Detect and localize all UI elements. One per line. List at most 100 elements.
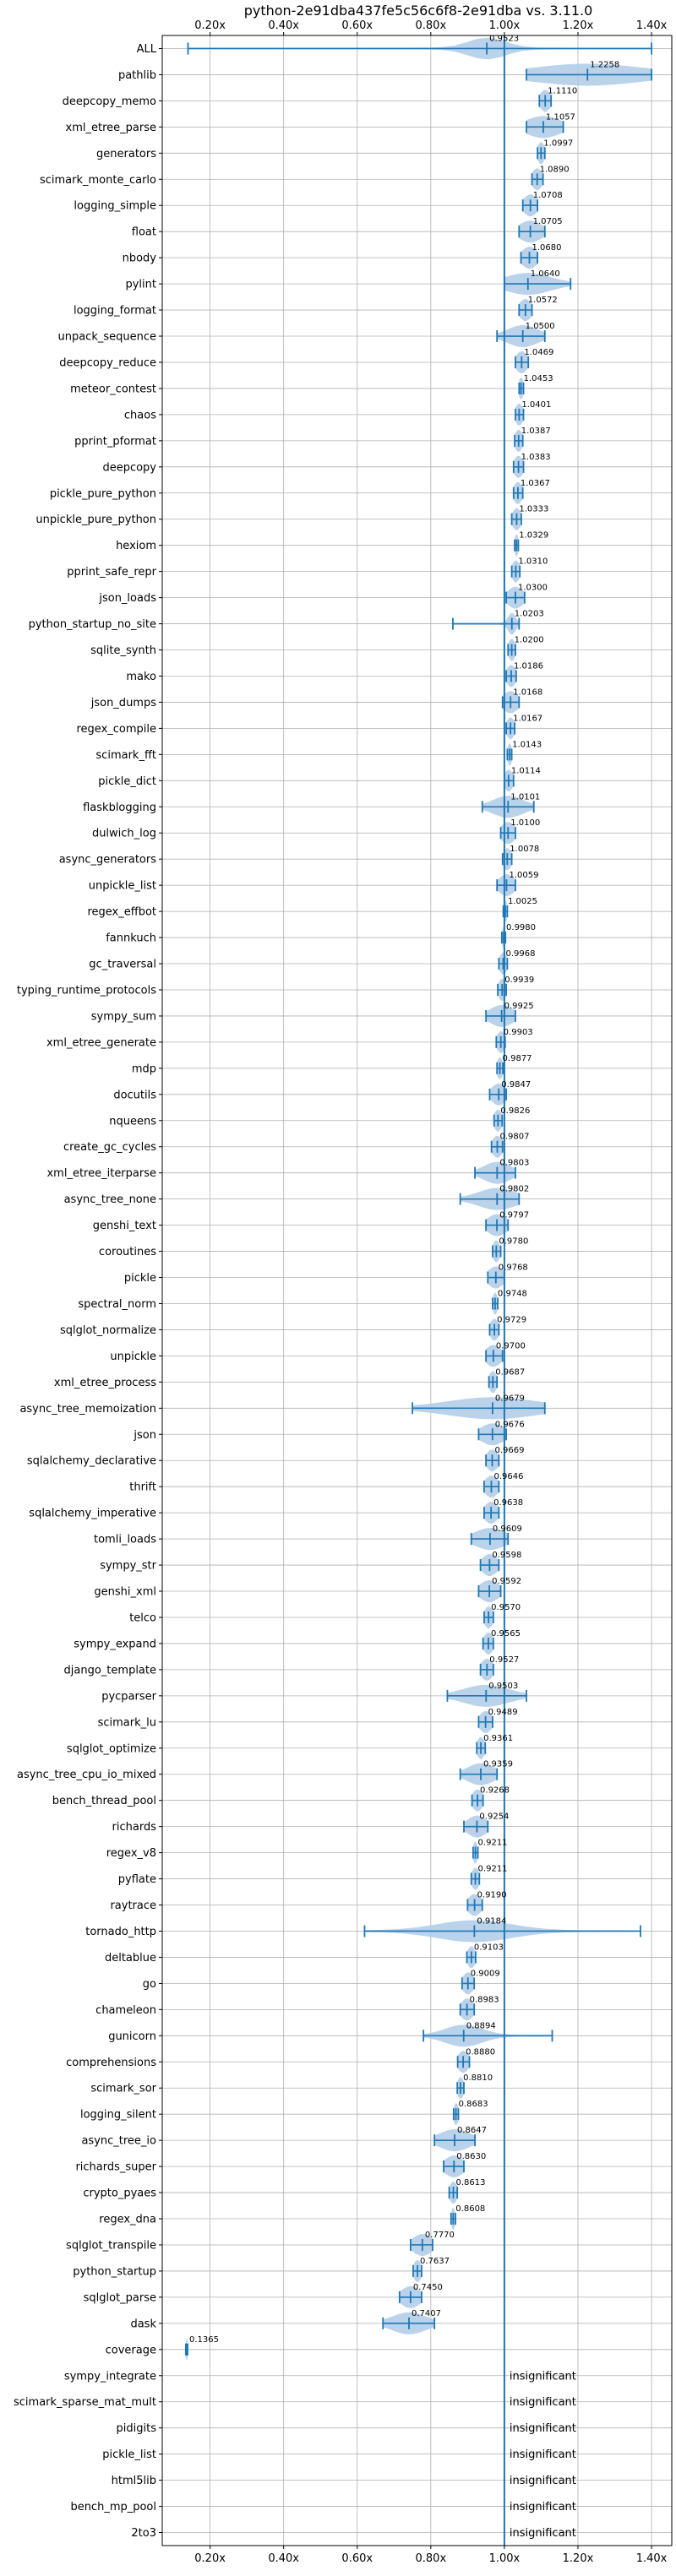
y-tick-label-sqlalchemy-imperative: sqlalchemy_imperative <box>29 1508 156 1520</box>
y-tick-label-pyflate: pyflate <box>118 1873 156 1886</box>
y-tick-label-async-generators: async_generators <box>59 854 157 867</box>
y-tick-label-xml-etree-process: xml_etree_process <box>54 1377 156 1389</box>
value-label-deepcopy-memo: 1.1110 <box>548 86 577 95</box>
y-tick-label-scimark-fft: scimark_fft <box>95 749 156 762</box>
y-tick-label-pathlib: pathlib <box>118 69 156 82</box>
y-tick-label-sqlglot-parse: sqlglot_parse <box>84 2291 156 2304</box>
y-tick-label-raytrace: raytrace <box>110 1899 156 1912</box>
y-tick-label-logging-format: logging_format <box>74 305 156 318</box>
y-tick-label-pickle-list: pickle_list <box>102 2448 156 2461</box>
y-tick-label-crypto-pyaes: crypto_pyaes <box>83 2187 156 2200</box>
y-tick-label-gc-traversal: gc_traversal <box>89 959 156 971</box>
value-label-json: 0.9676 <box>495 1420 525 1429</box>
x-tick-label-top: 0.80x <box>416 19 447 32</box>
y-tick-label-coverage: coverage <box>106 2344 156 2356</box>
y-tick-label-deepcopy: deepcopy <box>102 461 156 474</box>
y-tick-label-html5lib: html5lib <box>112 2475 156 2487</box>
y-tick-label-pidigits: pidigits <box>117 2422 157 2435</box>
value-label-coverage: 0.1365 <box>189 2335 219 2345</box>
value-label-chameleon: 0.8983 <box>470 1995 499 2004</box>
value-label-scimark-lu: 0.9489 <box>488 1708 518 1717</box>
value-label-json-dumps: 1.0168 <box>513 687 542 697</box>
value-label-thrift: 0.9646 <box>493 1472 523 1481</box>
y-tick-label-sympy-str: sympy_str <box>100 1560 156 1573</box>
y-tick-labels: ALL pathlib deepcopy_memo xml_etree_parsege… <box>14 43 162 2540</box>
y-tick-label-sympy-sum: sympy_sum <box>91 1010 156 1023</box>
value-label-async-tree-io: 0.8647 <box>457 2126 487 2135</box>
y-tick-label-docutils: docutils <box>113 1089 156 1101</box>
value-label-pathlib: 1.2258 <box>590 60 619 69</box>
value-label-sqlglot-parse: 0.7450 <box>413 2283 443 2292</box>
value-label-sympy-sum: 0.9925 <box>504 1002 534 1011</box>
value-label-pickle: 0.9768 <box>499 1264 528 1273</box>
value-label-gunicorn: 0.8894 <box>466 2021 496 2030</box>
value-label-tomli-loads: 0.9609 <box>493 1524 522 1534</box>
value-label-bench-thread-pool: 0.9268 <box>480 1786 510 1796</box>
value-label-tornado-http: 0.9184 <box>477 1916 506 1926</box>
y-tick-label-scimark-lu: scimark_lu <box>98 1716 156 1729</box>
y-tick-label-genshi-xml: genshi_xml <box>94 1586 156 1599</box>
insignificant-label-html5lib: insignificant <box>510 2475 576 2487</box>
value-label-logging-simple: 1.0708 <box>533 191 563 200</box>
y-tick-label-chaos: chaos <box>124 409 156 421</box>
y-tick-label-unpickle-list: unpickle_list <box>89 880 156 893</box>
value-label-pprint-pformat: 1.0387 <box>521 427 551 436</box>
x-tick-label-top: 1.40x <box>636 19 668 32</box>
insignificant-label-2to3: insignificant <box>510 2527 576 2540</box>
x-tick-label-bottom: 1.40x <box>636 2552 668 2565</box>
value-label-regex-v8: 0.9211 <box>478 1839 508 1848</box>
value-label-unpickle-pure-python: 1.0333 <box>519 505 548 514</box>
y-tick-label-scimark-sparse-mat-mult: scimark_sparse_mat_mult <box>14 2396 156 2409</box>
y-tick-label-async-tree-io: async_tree_io <box>81 2135 156 2148</box>
y-tick-label-json-loads: json_loads <box>98 592 156 605</box>
value-label-dulwich-log: 1.0100 <box>510 818 540 828</box>
y-tick-label-sqlglot-normalize: sqlglot_normalize <box>60 1324 156 1337</box>
value-label-sqlglot-transpile: 0.7770 <box>425 2231 455 2240</box>
insignificant-label-bench-mp-pool: insignificant <box>510 2501 576 2514</box>
y-tick-label-2to3: 2to3 <box>131 2527 156 2540</box>
y-tick-label-mako: mako <box>126 671 156 683</box>
x-tick-label-top: 0.20x <box>194 19 226 32</box>
y-tick-label-deepcopy-memo: deepcopy_memo <box>63 95 156 108</box>
y-tick-label-float: float <box>132 226 156 239</box>
y-tick-label-pickle: pickle <box>124 1272 156 1285</box>
value-label-docutils: 0.9847 <box>501 1080 531 1090</box>
value-label-sqlglot-normalize: 0.9729 <box>497 1315 526 1324</box>
value-label-chaos: 1.0401 <box>521 400 551 410</box>
value-label-xml-etree-iterparse: 0.9803 <box>499 1159 529 1168</box>
value-label-comprehensions: 0.8880 <box>466 2047 495 2057</box>
value-label-unpickle-list: 1.0059 <box>509 871 538 880</box>
y-tick-label-meteor-contest: meteor_contest <box>70 383 156 395</box>
value-label-dask: 0.7407 <box>412 2309 441 2318</box>
value-label-spectral-norm: 0.9748 <box>498 1289 527 1298</box>
y-tick-label-pickle-pure-python: pickle_pure_python <box>50 487 156 500</box>
y-tick-label-python-startup-no-site: python_startup_no_site <box>29 618 156 631</box>
value-label-richards: 0.9254 <box>479 1812 509 1822</box>
y-tick-label-richards-super: richards_super <box>75 2161 156 2174</box>
value-label-scimark-monte-carlo: 1.0890 <box>540 165 570 174</box>
value-label-python-startup-no-site: 1.0203 <box>515 610 544 619</box>
y-tick-label-deltablue: deltablue <box>105 1952 156 1965</box>
value-label-nqueens: 0.9826 <box>500 1106 530 1116</box>
x-tick-label-bottom: 0.20x <box>194 2552 226 2565</box>
y-tick-label-tomli-loads: tomli_loads <box>94 1534 156 1546</box>
value-label-async-tree-cpu-io-mixed: 0.9359 <box>483 1760 513 1769</box>
y-tick-label-regex-compile: regex_compile <box>76 723 156 736</box>
value-label-genshi-text: 0.9797 <box>499 1211 529 1220</box>
value-label-hexiom: 1.0329 <box>519 531 548 541</box>
value-labels: 0.9523 1.2258 1.1110 1.1057 1.0997 1.0890 1.07… <box>189 34 619 2540</box>
value-label-gc-traversal: 0.9968 <box>506 949 536 959</box>
value-label-async-tree-memoization: 0.9679 <box>495 1394 525 1403</box>
value-label-sqlite-synth: 1.0200 <box>515 636 544 645</box>
y-tick-label-pickle-dict: pickle_dict <box>98 775 156 788</box>
y-tick-label-nbody: nbody <box>123 253 157 265</box>
y-tick-label-spectral-norm: spectral_norm <box>78 1298 156 1311</box>
value-label-go: 0.9009 <box>471 1969 500 1978</box>
y-tick-label-pylint: pylint <box>125 279 156 291</box>
insignificant-label-scimark-sparse-mat-mult: insignificant <box>510 2396 576 2409</box>
value-label-telco: 0.9570 <box>491 1603 521 1612</box>
value-label-sympy-expand: 0.9565 <box>491 1629 521 1639</box>
y-tick-label-json: json <box>133 1429 156 1442</box>
x-tick-label-bottom: 1.00x <box>489 2552 521 2565</box>
value-label-unpickle: 0.9700 <box>496 1341 526 1350</box>
